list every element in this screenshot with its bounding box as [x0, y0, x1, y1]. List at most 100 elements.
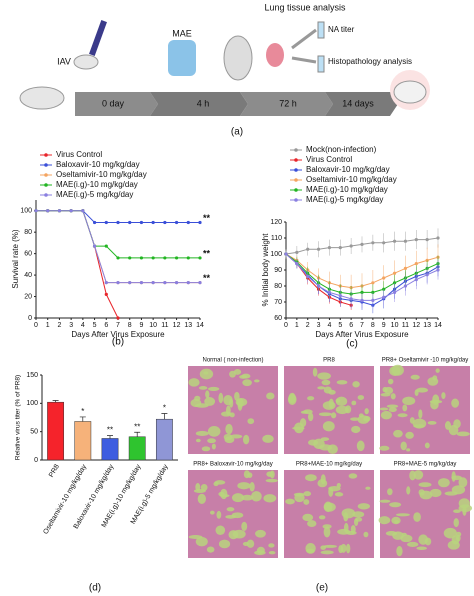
alveolus: [409, 417, 415, 424]
point: [403, 239, 408, 243]
output-label: NA titer: [328, 25, 355, 34]
point: [116, 220, 120, 225]
alveolus: [207, 438, 216, 444]
point: [46, 209, 50, 213]
y-tick-label: 60: [274, 315, 282, 322]
legend-marker: [44, 173, 48, 177]
alveolus: [317, 386, 326, 390]
alveolus: [435, 368, 440, 373]
legend-marker: [294, 158, 298, 162]
alveolus: [320, 437, 330, 441]
alveolus: [303, 499, 310, 505]
alveolus: [443, 527, 457, 539]
alveolus: [313, 438, 325, 449]
alveolus: [201, 446, 211, 452]
alveolus: [365, 486, 371, 490]
alveolus: [414, 389, 419, 397]
point: [163, 281, 167, 285]
x-tick-label: 1: [46, 322, 50, 329]
timeline-segment: [325, 92, 398, 116]
alveolus: [269, 470, 275, 479]
alveolus: [357, 395, 365, 401]
alveolus: [266, 392, 275, 400]
alveolus: [336, 380, 348, 385]
alveolus: [456, 431, 470, 437]
x-tick-label: 14: [434, 322, 442, 329]
legend-marker: [294, 188, 298, 192]
alveolus: [320, 474, 326, 485]
legend-marker: [294, 168, 298, 172]
diagram-title: Lung tissue analysis: [264, 2, 346, 12]
legend-label: Oseltamivir-10 mg/kg/day: [56, 170, 147, 179]
legend-marker: [44, 153, 48, 157]
point: [104, 220, 108, 225]
x-tick-label: 7: [360, 322, 364, 329]
alveolus: [231, 512, 244, 519]
alveolus: [221, 411, 232, 417]
point: [34, 209, 38, 213]
x-tick-label: 10: [149, 322, 157, 329]
timeline-label: 14 days: [342, 98, 374, 108]
x-tick-label: 8: [128, 322, 132, 329]
alveolus: [400, 441, 407, 451]
alveolus: [451, 471, 456, 482]
point: [425, 238, 429, 242]
point: [116, 316, 120, 320]
legend-label: Virus Control: [56, 150, 102, 159]
point: [92, 220, 97, 225]
alveolus: [397, 413, 408, 418]
alveolus: [303, 491, 312, 497]
alveolus: [198, 386, 208, 390]
point: [186, 220, 190, 225]
histology-label: PR8+ Oseltamivir -10 mg/kg/day: [382, 358, 469, 364]
point: [414, 278, 418, 282]
alveolus: [188, 378, 200, 387]
x-tick-label: 5: [338, 322, 342, 329]
x-tick-label: 2: [306, 322, 310, 329]
timeline-segment: [150, 92, 248, 116]
alveolus: [263, 494, 277, 503]
alveolus: [402, 396, 416, 406]
alveolus: [402, 404, 408, 412]
alveolus: [322, 421, 335, 432]
point: [139, 256, 144, 260]
point: [116, 256, 120, 260]
x-tick-label: 5: [93, 322, 97, 329]
legend-label: MAE(i.g)-10 mg/kg/day: [56, 180, 138, 189]
alveolus: [416, 546, 427, 551]
alveolus: [357, 503, 370, 510]
alveolus: [378, 516, 391, 525]
alveolus: [389, 502, 402, 508]
legend-label: Oseltamivir-10 mg/kg/day: [306, 175, 397, 184]
point: [414, 262, 418, 266]
timeline-label: 0 day: [102, 98, 125, 108]
alveolus: [318, 515, 326, 520]
alveolus: [453, 419, 461, 429]
alveolus: [215, 525, 226, 536]
alveolus: [396, 513, 410, 517]
series-line: [36, 210, 119, 319]
alveolus: [413, 512, 421, 522]
point: [116, 281, 120, 285]
alveolus: [405, 431, 414, 439]
legend-marker: [44, 163, 48, 167]
point: [57, 209, 62, 213]
x-tick-label: 12: [173, 322, 181, 329]
point: [371, 298, 375, 302]
x-tick-label: 8: [371, 322, 375, 329]
y-tick-label: 20: [24, 293, 32, 300]
significance: *: [81, 407, 84, 416]
error-bar: [52, 400, 59, 403]
point: [174, 220, 179, 225]
mouse-icon: [73, 54, 99, 70]
alveolus: [416, 387, 429, 393]
mouse-icon: [223, 35, 253, 81]
alveolus: [387, 488, 393, 496]
point: [360, 242, 364, 246]
mouse-icon: [19, 86, 65, 110]
x-tick-label: 10: [391, 322, 399, 329]
legend-label: MAE(i.g)-5 mg/kg/day: [306, 195, 383, 204]
point: [128, 281, 132, 285]
point: [403, 266, 408, 270]
alveolus: [241, 521, 248, 532]
